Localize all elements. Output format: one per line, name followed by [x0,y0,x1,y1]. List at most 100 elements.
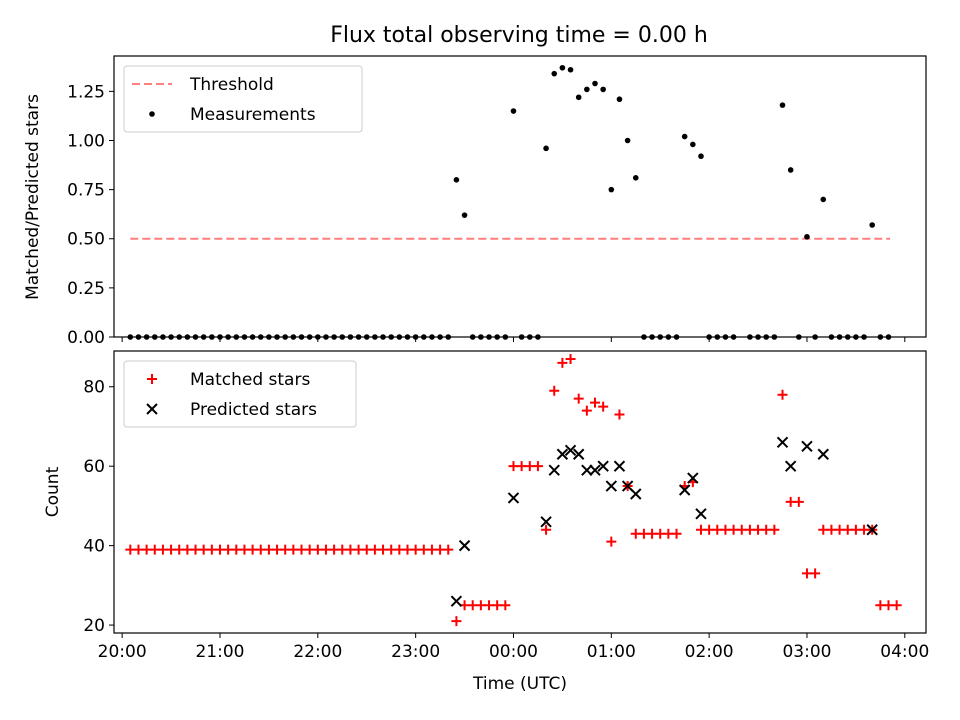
x-tick-label: 01:00 [587,642,636,662]
measurement-point [526,334,533,340]
measurement-point [143,334,150,340]
predicted-star-marker [613,460,626,472]
measurement-point [217,334,223,340]
measurement-point [347,334,354,340]
measurement-point [298,334,305,340]
matched-star-marker [443,544,454,555]
measurement-point [306,334,313,340]
measurement-point [722,334,729,340]
measurement-point [567,66,574,73]
measurement-point [844,334,851,340]
x-tick-label: 20:00 [98,642,147,662]
measurement-point [690,141,696,148]
legend-label: Measurements [190,105,316,125]
top-panel-flux-ratio: 0.00 0.25 0.50 0.75 1.00 1.25 Matched/Predicte… [23,55,927,348]
predicted-star-marker [817,448,829,460]
predicted-star-marker [458,539,471,552]
measurement-point [502,334,509,340]
measurement-point [429,334,435,340]
predicted-star-marker [581,464,593,476]
measurement-point [706,334,712,340]
predicted-star-marker [687,472,699,484]
y-tick-label: 40 [83,537,105,557]
x-tick-label: 22:00 [293,642,342,662]
measurement-point [877,334,884,340]
measurement-point [241,334,248,340]
measurement-point [779,102,786,108]
measurement-point [771,334,778,340]
measurement-point [420,334,427,340]
measurement-point [388,334,394,340]
x-tick-label: 21:00 [195,642,244,662]
matched-star-marker [549,385,560,396]
x-tick-label: 04:00 [880,642,929,662]
measurement-point [755,334,761,340]
predicted-star-marker [678,484,691,496]
legend-matched-swatch [147,374,157,384]
measurement-point [469,334,476,340]
y-tick-label: 1.00 [67,131,105,151]
predicted-star-marker [801,440,813,453]
matched-star-marker [769,524,780,535]
measurement-point [657,334,664,340]
legend-measurement-swatch [149,111,155,117]
matched-star-marker [606,536,617,547]
y-tick-label: 1.25 [67,82,105,102]
measurement-point [380,334,386,340]
measurement-point [681,133,688,140]
measurement-point [649,334,655,340]
measurement-point [135,334,142,340]
predicted-star-marker [866,524,878,536]
predicted-star-marker [564,444,577,457]
measurement-point [355,334,362,340]
chart-title: Flux total observing time = 0.00 h [330,23,708,48]
measurement-point [543,145,549,152]
x-tick-label: 03:00 [782,642,831,662]
measurement-point [200,334,207,340]
measurement-point [665,334,672,340]
legend-label: Threshold [189,75,274,95]
predicted-star-marker [572,448,585,460]
bottom-panel-counts: 20:00 21:00 22:00 23:00 00:00 01:00 02:00 03:00… [43,350,929,694]
measurement-point [257,334,264,340]
matched-star-marker [810,568,821,579]
measurement-point [339,334,346,340]
matched-star-marker [500,600,511,611]
measurement-point [804,233,810,240]
plot-frame [113,350,927,634]
matched-star-marker [573,393,584,404]
matched-star-marker [565,353,576,364]
measurement-point [820,196,827,203]
matched-star-marker [671,528,682,539]
x-tick-label: 00:00 [489,642,538,662]
measurement-point [461,212,468,218]
matched-star-marker [598,401,609,412]
matched-star-marker [590,397,601,408]
y-tick-label: 0.50 [67,230,105,250]
predicted-star-marker [605,480,618,492]
measurement-point [885,334,892,340]
measurement-point [372,334,378,340]
measurement-point [812,334,818,340]
measurement-point [323,334,329,340]
measurement-point [861,334,867,340]
legend-box [123,360,357,428]
legend-label: Matched stars [190,370,310,390]
measurement-point [535,334,541,340]
predicted-star-marker [784,460,797,472]
measurement-point [249,334,256,340]
measurement-point [168,334,174,340]
matched-star-marker [532,461,543,472]
matched-star-marker [793,496,804,507]
predicted-star-marker [597,460,609,472]
y-tick-label: 0.75 [67,181,105,201]
y-axis-label: Matched/Predicted stars [23,94,43,300]
measurement-point [176,334,183,340]
measurement-point [616,96,623,103]
measurement-point [184,334,191,340]
measurement-point [787,167,794,173]
predicted-star-marker [695,508,707,520]
measurement-point [575,94,582,101]
x-tick-label: 02:00 [685,642,734,662]
